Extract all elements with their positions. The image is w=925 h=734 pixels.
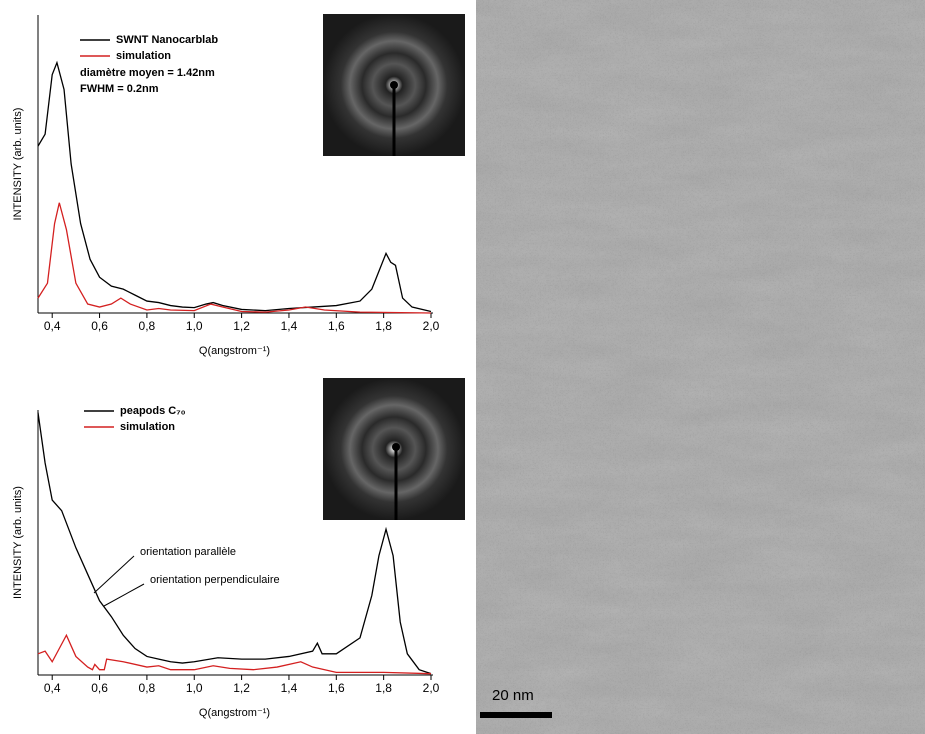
annotation: FWHM = 0.2nm bbox=[80, 83, 159, 95]
annotation: diamètre moyen = 1.42nm bbox=[80, 67, 215, 79]
x-tick-label: 0,8 bbox=[139, 681, 156, 695]
y-axis-label: INTENSITY (arb. units) bbox=[12, 108, 24, 221]
legend-label: simulation bbox=[120, 421, 175, 433]
legend-label: simulation bbox=[116, 50, 171, 62]
x-tick-label: 0,6 bbox=[91, 681, 108, 695]
x-tick-label: 1,4 bbox=[281, 319, 298, 333]
tem-image: 20 nm bbox=[476, 0, 925, 734]
annotation: orientation parallèle bbox=[140, 546, 236, 558]
x-tick-label: 1,8 bbox=[375, 319, 392, 333]
x-tick-label: 1,2 bbox=[233, 319, 250, 333]
x-tick-label: 2,0 bbox=[423, 681, 440, 695]
annotation: orientation perpendiculaire bbox=[150, 574, 280, 586]
legend-label: peapods C₇₀ bbox=[120, 405, 186, 417]
x-axis-label: Q(angstrom⁻¹) bbox=[199, 707, 270, 719]
series-line bbox=[37, 202, 432, 314]
series-line bbox=[37, 60, 432, 313]
x-tick-label: 0,6 bbox=[91, 319, 108, 333]
y-axis-label: INTENSITY (arb. units) bbox=[12, 486, 24, 599]
x-tick-label: 1,4 bbox=[281, 681, 298, 695]
beam-center bbox=[392, 443, 400, 451]
x-tick-label: 1,0 bbox=[186, 319, 203, 333]
scale-bar-label: 20 nm bbox=[492, 687, 534, 704]
x-tick-label: 1,2 bbox=[233, 681, 250, 695]
annotation-arrow bbox=[93, 555, 135, 594]
series-line bbox=[37, 633, 432, 675]
x-tick-label: 0,4 bbox=[44, 319, 61, 333]
x-tick-label: 1,8 bbox=[375, 681, 392, 695]
beam-center bbox=[390, 81, 398, 89]
scale-bar bbox=[480, 712, 552, 718]
legend-label: SWNT Nanocarblab bbox=[116, 34, 218, 46]
x-tick-label: 1,6 bbox=[328, 319, 345, 333]
x-tick-label: 1,0 bbox=[186, 681, 203, 695]
x-tick-label: 0,8 bbox=[139, 319, 156, 333]
annotation-arrow bbox=[103, 583, 145, 607]
x-tick-label: 0,4 bbox=[44, 681, 61, 695]
x-axis-label: Q(angstrom⁻¹) bbox=[199, 345, 270, 357]
x-tick-label: 1,6 bbox=[328, 681, 345, 695]
series-line bbox=[37, 412, 432, 675]
x-tick-label: 2,0 bbox=[423, 319, 440, 333]
